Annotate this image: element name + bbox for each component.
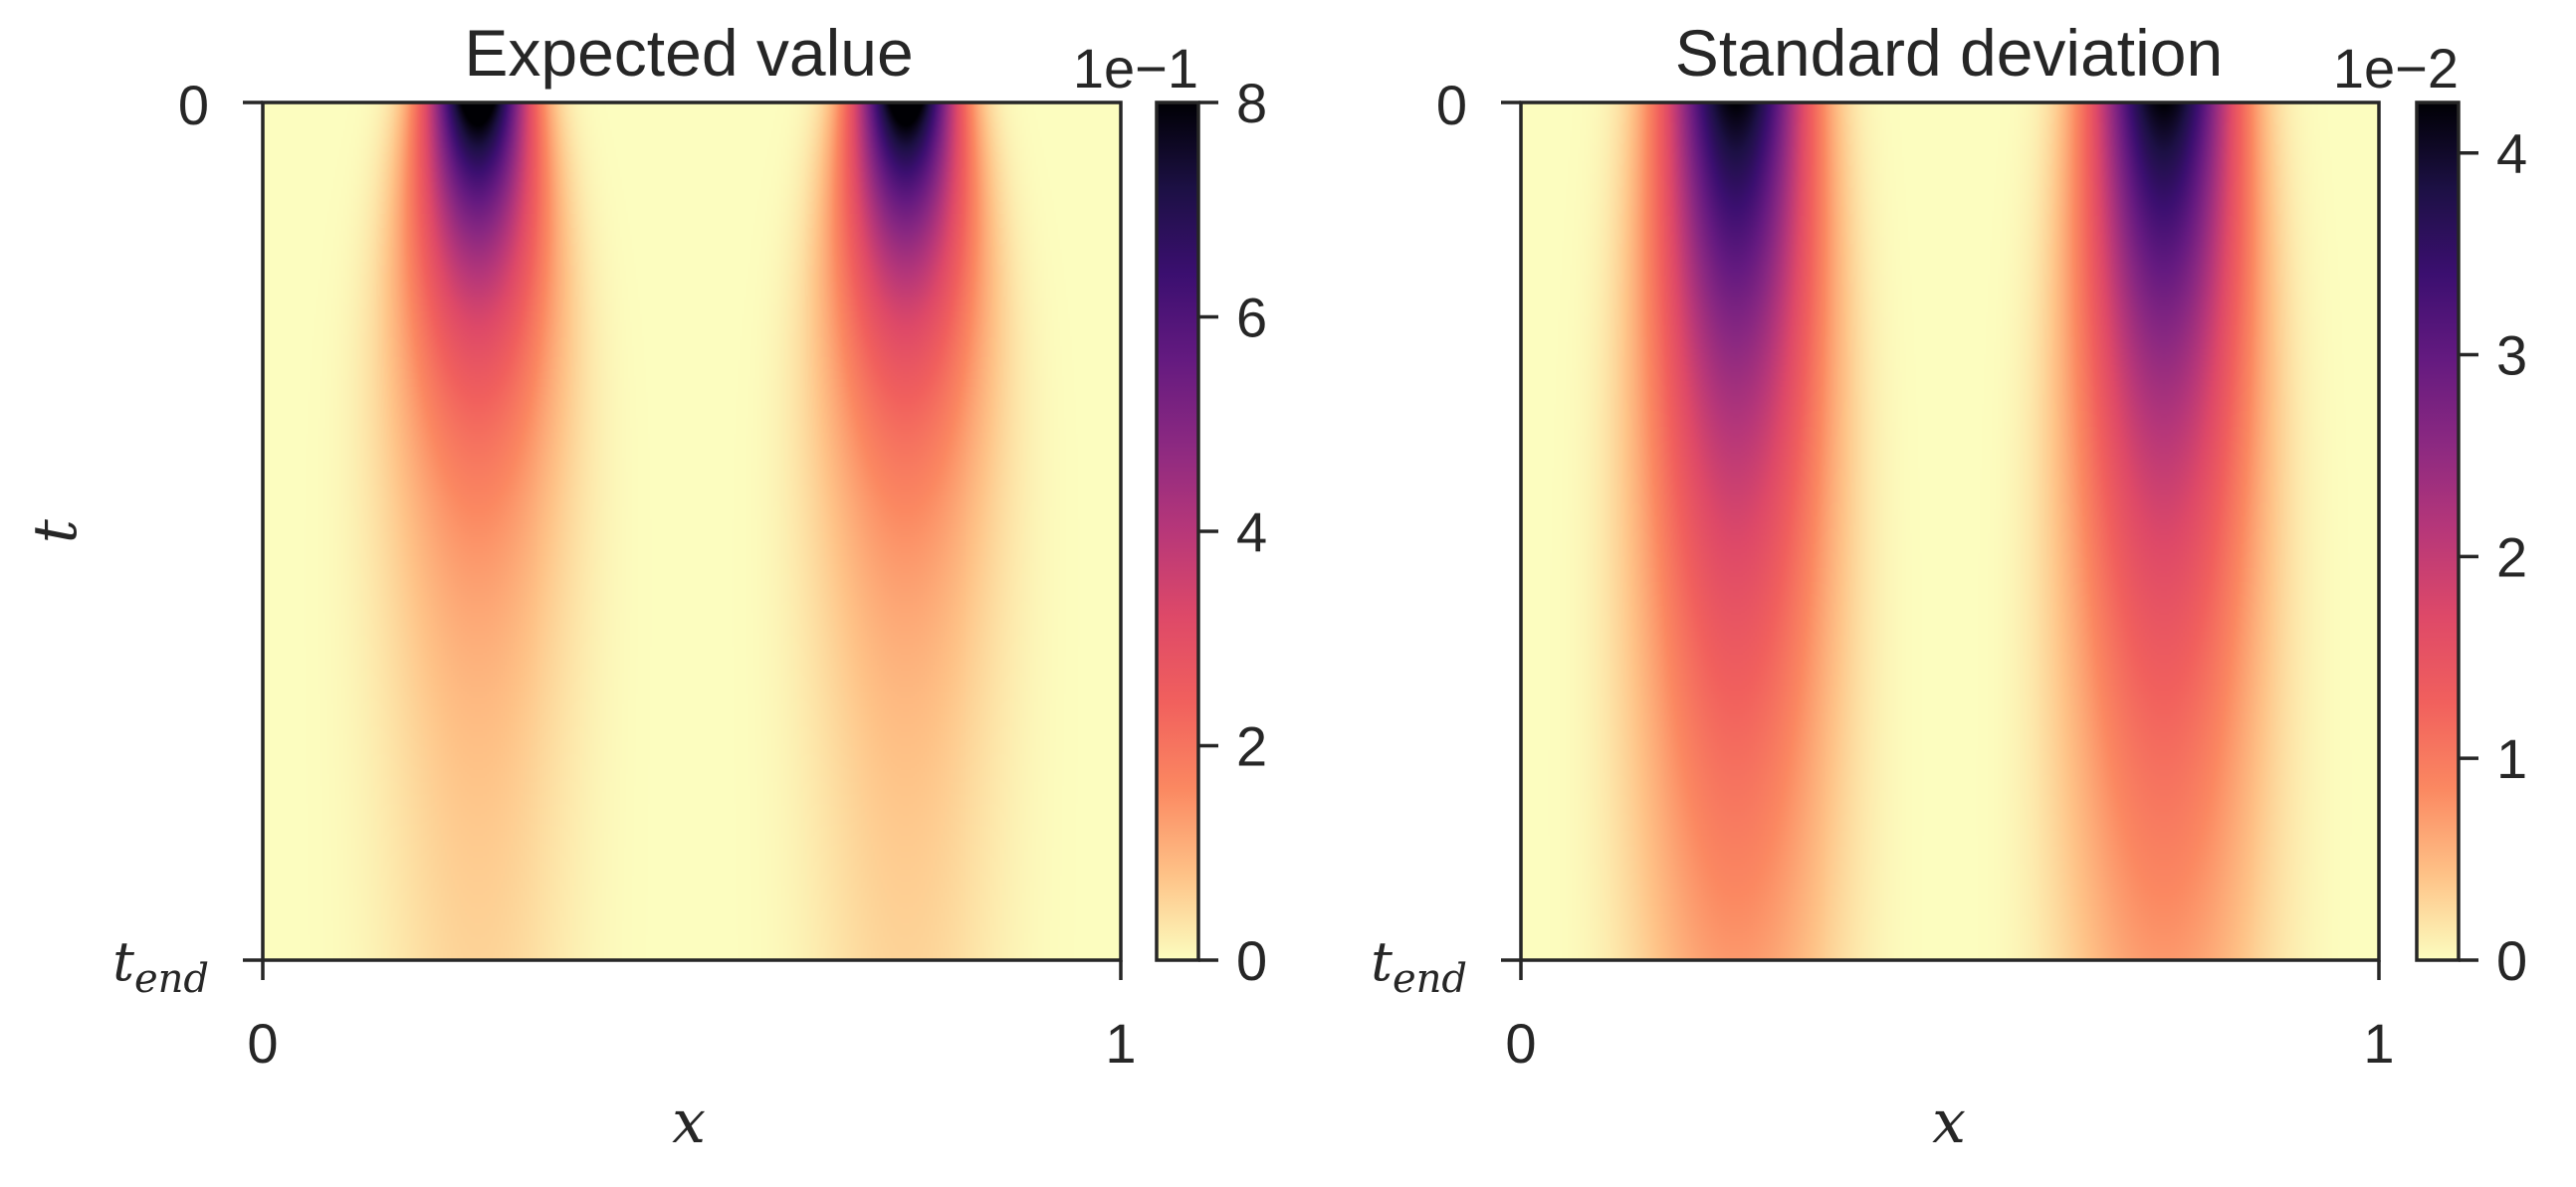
y-tick-sub: end: [1393, 956, 1467, 1002]
colorbar: 1e−2 0 1 2 3 4: [2333, 37, 2527, 992]
colorbar-gradient: [2417, 102, 2459, 960]
colorbar-gradient: [1157, 102, 1198, 960]
chart-title: Standard deviation: [1675, 16, 2223, 90]
colorbar-ticks: 0 2 4 6 8: [1198, 72, 1267, 992]
colorbar-tick-label: 2: [2496, 525, 2527, 588]
plot-frame: [261, 100, 1123, 962]
colorbar: 1e−1 0 2 4 6 8: [1073, 37, 1267, 992]
panel-standard-deviation: Standard deviation 0 tend 0 1 x 1e−2 0 1 2…: [1371, 16, 2527, 1157]
colorbar-offset-label: 1e−1: [1073, 37, 1198, 99]
colorbar-tick-label: 2: [1236, 715, 1267, 778]
heatmap-image: [1521, 102, 2379, 960]
x-tick-label: 1: [2363, 1012, 2394, 1075]
y-axis-label: t: [21, 518, 91, 543]
x-axis-label: x: [672, 1088, 706, 1157]
colorbar-tick-label: 0: [1236, 929, 1267, 992]
y-tick-main: t: [112, 930, 134, 993]
colorbar-offset-label: 1e−2: [2333, 37, 2459, 99]
y-tick-label: 0: [1436, 74, 1467, 136]
colorbar-tick-label: 0: [2496, 929, 2527, 992]
colorbar-tick-label: 1: [2496, 727, 2527, 790]
colorbar-tick-label: 3: [2496, 324, 2527, 387]
plot-frame: [1519, 100, 2381, 962]
chart-title: Expected value: [464, 16, 913, 90]
heatmap-image: [263, 102, 1121, 960]
x-tick-label: 1: [1105, 1012, 1136, 1075]
colorbar-tick-label: 4: [2496, 122, 2527, 185]
colorbar-ticks: 0 1 2 3 4: [2459, 122, 2527, 992]
y-tick-label: 0: [178, 74, 209, 136]
y-tick-label: tend: [112, 930, 209, 1002]
colorbar-frame: [2415, 100, 2461, 962]
colorbar-tick-label: 4: [1236, 500, 1267, 563]
y-tick-main: t: [1371, 930, 1393, 993]
x-axis-label: x: [1932, 1088, 1966, 1157]
colorbar-tick-label: 6: [1236, 287, 1267, 349]
y-tick-label: tend: [1371, 930, 1467, 1002]
x-tick-label: 0: [247, 1012, 278, 1075]
y-tick-sub: end: [134, 956, 209, 1002]
colorbar-tick-label: 8: [1236, 72, 1267, 134]
x-tick-label: 0: [1505, 1012, 1536, 1075]
